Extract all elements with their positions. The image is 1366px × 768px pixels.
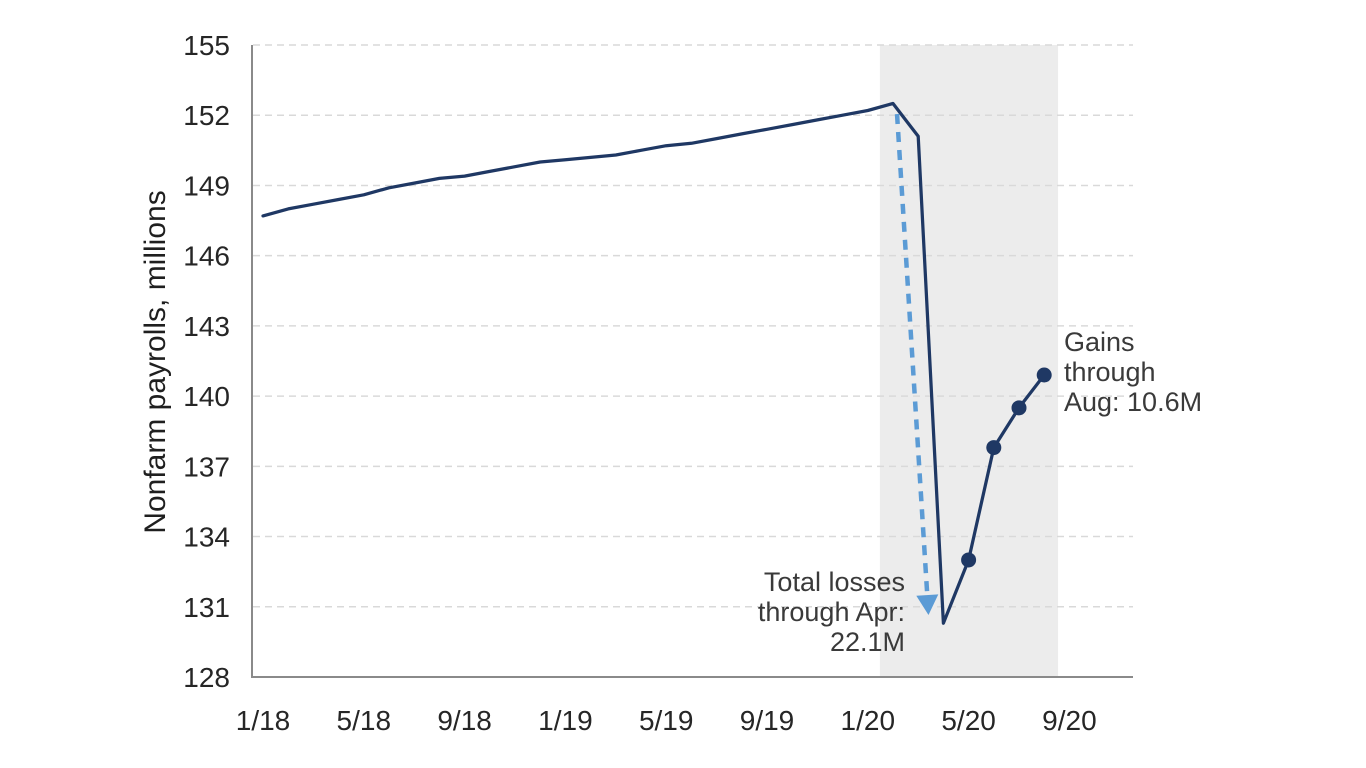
y-tick-label: 155 bbox=[183, 30, 230, 61]
x-tick-label: 9/19 bbox=[740, 705, 795, 736]
y-tick-label: 140 bbox=[183, 381, 230, 412]
loss-arrow-head bbox=[916, 594, 939, 615]
x-tick-label: 5/18 bbox=[337, 705, 392, 736]
annotation-total-losses: through Apr: bbox=[758, 597, 905, 627]
data-point-marker bbox=[1011, 400, 1027, 416]
annotation-gains: Aug: 10.6M bbox=[1064, 387, 1202, 417]
x-tick-label: 5/20 bbox=[941, 705, 996, 736]
y-tick-label: 143 bbox=[183, 311, 230, 342]
annotation-gains: through bbox=[1064, 357, 1156, 387]
y-tick-label: 152 bbox=[183, 100, 230, 131]
payrolls-line bbox=[261, 101, 1046, 625]
annotation-total-losses: 22.1M bbox=[830, 627, 905, 657]
y-tick-label: 149 bbox=[183, 170, 230, 201]
x-tick-label: 9/20 bbox=[1042, 705, 1097, 736]
data-point-marker bbox=[961, 552, 977, 568]
y-tick-label: 146 bbox=[183, 241, 230, 272]
loss-arrow bbox=[894, 113, 930, 596]
data-point-marker bbox=[986, 440, 1002, 456]
y-tick-label: 137 bbox=[183, 451, 230, 482]
annotation-total-losses: Total losses bbox=[764, 567, 905, 597]
x-tick-label: 1/18 bbox=[236, 705, 291, 736]
x-tick-label: 5/19 bbox=[639, 705, 694, 736]
x-tick-label: 1/19 bbox=[538, 705, 593, 736]
y-tick-label: 131 bbox=[183, 592, 230, 623]
x-tick-label: 1/20 bbox=[841, 705, 896, 736]
x-tick-label: 9/18 bbox=[437, 705, 492, 736]
y-tick-label: 128 bbox=[183, 662, 230, 693]
recession-shading bbox=[879, 45, 1059, 677]
y-tick-label: 134 bbox=[183, 522, 230, 553]
annotation-gains: Gains bbox=[1064, 327, 1135, 357]
data-point-marker bbox=[1036, 367, 1052, 383]
